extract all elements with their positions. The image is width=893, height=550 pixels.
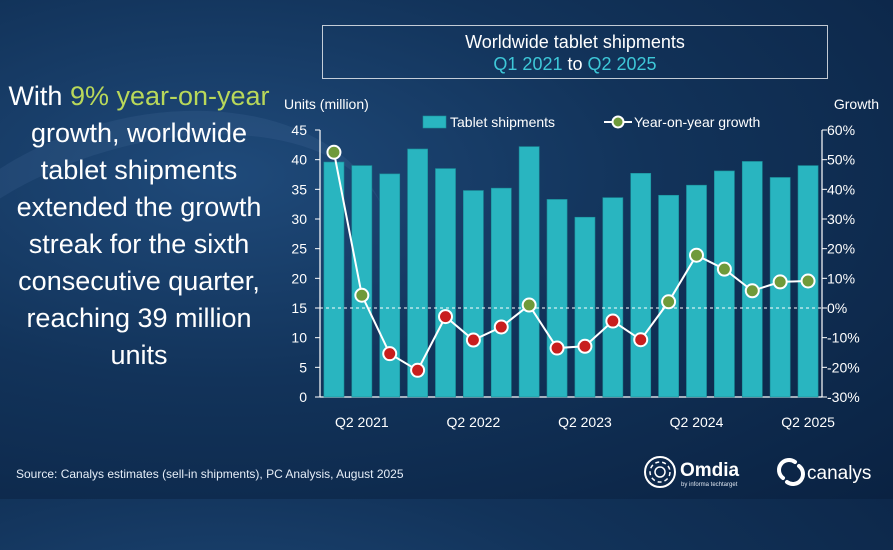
growth-point [661, 294, 677, 310]
growth-point [716, 261, 732, 277]
omdia-logo-text: Omdia [680, 460, 740, 481]
y2-tick-label: 50% [827, 152, 855, 168]
y-tick-label: 45 [291, 122, 307, 138]
subtitle-from: Q1 2021 [493, 54, 563, 74]
y-tick-label: 5 [299, 359, 307, 375]
x-tick-label: Q2 2024 [670, 414, 724, 430]
legend-swatch-marker [611, 115, 625, 129]
growth-point [772, 274, 788, 290]
source-note: Source: Canalys estimates (sell-in shipm… [16, 467, 404, 481]
y-tick-label: 20 [291, 270, 307, 286]
y-tick-label: 30 [291, 211, 307, 227]
bar [574, 216, 596, 398]
canalys-logo-text: canalys [807, 463, 871, 484]
omdia-logo-sub: by informa techtarget [681, 482, 738, 488]
chart-title: Worldwide tablet shipments [465, 32, 685, 52]
tablet-shipments-chart: Units (million) Growth 0 5 10 15 20 25 30 35 40 45 -… [284, 96, 879, 430]
growth-point [382, 346, 398, 362]
x-tick-label: Q2 2023 [558, 414, 612, 430]
growth-point [800, 273, 816, 289]
legend-swatch-bar [422, 115, 447, 129]
y2-tick-label: 40% [827, 181, 855, 197]
y-tick-label: 10 [291, 330, 307, 346]
subtitle-mid: to [562, 54, 588, 74]
x-tick-label: Q2 2021 [335, 414, 389, 430]
headline-pre: With [8, 81, 70, 111]
bar [435, 168, 456, 398]
headline-text: With 9% year-on-year growth, worldwide t… [8, 78, 270, 374]
y-tick-label: 40 [291, 152, 307, 168]
left-axis-title: Units (million) [284, 96, 369, 112]
bar [490, 187, 512, 398]
growth-point [521, 297, 537, 313]
headline-highlight: 9% year-on-year [69, 81, 270, 111]
right-axis-title: Growth [834, 96, 879, 112]
growth-point [605, 313, 621, 329]
y2-tick-label: 0% [827, 300, 847, 316]
legend-label-bar: Tablet shipments [450, 114, 555, 130]
x-tick-label: Q2 2022 [447, 414, 501, 430]
growth-line [332, 152, 809, 372]
bar [602, 197, 624, 398]
growth-point [549, 340, 565, 356]
y2-tick-label: -30% [827, 389, 860, 405]
growth-point [410, 362, 426, 378]
omdia-logo: Omdia by informa techtarget [644, 456, 740, 488]
bar [714, 170, 735, 398]
legend-label-line: Year-on-year growth [634, 114, 760, 130]
growth-point [493, 319, 509, 335]
bar [323, 161, 345, 398]
bar [463, 190, 484, 398]
canalys-logo: canalys [777, 458, 871, 486]
y-tick-label: 25 [291, 241, 307, 257]
bar [351, 165, 373, 398]
growth-point [326, 144, 342, 160]
y-tick-label: 35 [291, 181, 307, 197]
bar [741, 161, 763, 398]
y2-tick-label: 60% [827, 122, 855, 138]
growth-point [354, 287, 370, 303]
y2-tick-label: 30% [827, 211, 855, 227]
growth-point [744, 283, 760, 299]
growth-point [577, 338, 593, 354]
subtitle-to: Q2 2025 [587, 54, 657, 74]
headline-post: growth, worldwide tablet shipments exten… [16, 118, 262, 370]
y2-tick-label: -20% [827, 359, 860, 375]
y-tick-label: 15 [291, 300, 307, 316]
chart-title-box: Worldwide tablet shipments Q1 2021 to Q2… [322, 25, 828, 79]
bar [379, 173, 401, 398]
growth-point [438, 309, 453, 325]
y2-tick-label: 20% [827, 241, 855, 257]
y2-tick-label: 10% [827, 270, 855, 286]
y-tick-label: 0 [299, 389, 307, 405]
bar [518, 146, 540, 398]
y2-tick-label: -10% [827, 330, 860, 346]
bar [686, 184, 707, 398]
growth-point [465, 332, 481, 348]
growth-point [633, 332, 649, 348]
bar [546, 199, 568, 398]
x-tick-label: Q2 2025 [781, 414, 835, 430]
growth-point [689, 247, 704, 263]
chart-subtitle: Q1 2021 to Q2 2025 [323, 53, 827, 75]
canalys-swoosh-icon [777, 458, 797, 480]
bar [407, 148, 428, 398]
bar [630, 173, 652, 398]
